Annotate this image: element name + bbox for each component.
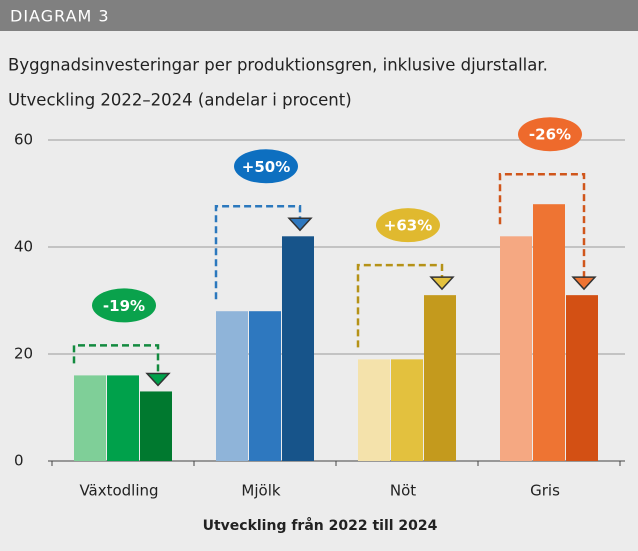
bar bbox=[424, 295, 456, 461]
bar bbox=[391, 359, 423, 461]
arrow-head bbox=[571, 276, 597, 291]
annotation-badge bbox=[92, 288, 156, 323]
bar bbox=[533, 204, 565, 461]
arrow-head bbox=[145, 372, 171, 387]
annotation-badge bbox=[376, 208, 440, 243]
bracket bbox=[498, 172, 586, 278]
bar bbox=[107, 375, 139, 461]
annotation-label: -19% bbox=[103, 297, 145, 315]
y-tick-label: 0 bbox=[14, 452, 24, 470]
annotation-badge bbox=[518, 117, 582, 152]
header-band bbox=[0, 0, 638, 31]
chart-title: Byggnadsinvesteringar per produktionsgre… bbox=[8, 56, 548, 75]
x-tick-label: Gris bbox=[530, 482, 560, 500]
bar bbox=[500, 236, 532, 461]
annotation-label: +63% bbox=[384, 217, 432, 235]
bar bbox=[358, 359, 390, 461]
x-axis-title: Utveckling från 2022 till 2024 bbox=[203, 517, 438, 534]
bar bbox=[216, 311, 248, 461]
chart-subtitle: Utveckling 2022–2024 (andelar i procent) bbox=[8, 91, 352, 110]
header: DIAGRAM 3 bbox=[10, 7, 110, 26]
annotation-label: -26% bbox=[529, 126, 571, 144]
y-tick-label: 20 bbox=[14, 345, 33, 363]
bar bbox=[140, 391, 172, 461]
annotation-label: +50% bbox=[242, 158, 290, 176]
arrow-head bbox=[287, 217, 313, 232]
annotation-badge bbox=[234, 149, 298, 184]
y-tick-label: 40 bbox=[14, 238, 33, 256]
x-tick-label: Växtodling bbox=[79, 482, 158, 500]
arrow-head bbox=[429, 276, 455, 291]
bar bbox=[282, 236, 314, 461]
bracket bbox=[214, 205, 302, 300]
bracket bbox=[72, 344, 160, 374]
bar bbox=[566, 295, 598, 461]
bracket bbox=[356, 263, 444, 348]
bar bbox=[74, 375, 106, 461]
x-tick-label: Nöt bbox=[390, 482, 416, 500]
y-tick-label: 60 bbox=[14, 131, 33, 149]
bar bbox=[249, 311, 281, 461]
x-tick-label: Mjölk bbox=[241, 482, 280, 500]
